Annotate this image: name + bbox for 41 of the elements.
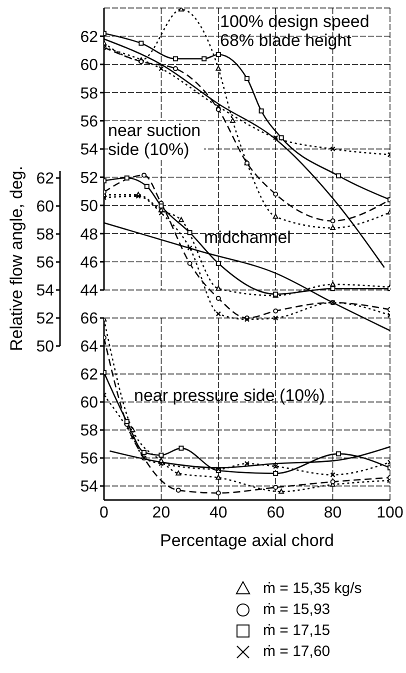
x-tick-label: 20 <box>152 504 170 522</box>
y-tick-label: 64 <box>80 338 98 356</box>
annotation: near suction side (10%) <box>108 121 204 159</box>
annotation: near pressure side (10%) <box>134 386 325 405</box>
y-tick-label: 56 <box>80 450 98 468</box>
y-tick-label: 62 <box>80 28 98 46</box>
legend-label: ṁ = 17,60 <box>263 643 330 660</box>
y-tick-label: 56 <box>80 113 98 130</box>
y-tick-label: 44 <box>80 282 98 300</box>
y-tick-label: 62 <box>36 170 54 188</box>
x-tick-label: 0 <box>100 504 109 522</box>
y-tick-label: 54 <box>36 282 54 300</box>
x-tick-label: 40 <box>210 504 228 522</box>
x-tick-label: 80 <box>324 504 342 522</box>
y-tick-label: 50 <box>36 338 54 356</box>
x-tick-label: 100 <box>376 504 404 522</box>
y-tick-label: 60 <box>80 394 98 412</box>
y-axis-title: Relative flow angle, deg. <box>7 166 26 352</box>
y-tick-label: 66 <box>80 310 98 328</box>
y-tick-label: 46 <box>80 254 98 272</box>
y-tick-label: 58 <box>36 226 54 244</box>
y-tick-label: 58 <box>80 422 98 440</box>
y-tick-label: 54 <box>80 142 98 159</box>
legend-label: ṁ = 15,35 kg/s <box>263 580 362 597</box>
y-tick-label: 48 <box>80 226 98 244</box>
y-tick-label: 62 <box>80 366 98 384</box>
y-tick-label: 56 <box>36 254 54 272</box>
y-tick-label: 52 <box>80 170 98 187</box>
annotation: midchannel <box>204 228 291 247</box>
annotation: 68% blade height <box>220 31 352 50</box>
annotation: 100% design speed <box>220 12 370 31</box>
y-tick-label: 52 <box>36 310 54 328</box>
legend-label: ṁ = 15,93 <box>263 601 330 618</box>
y-tick-label: 50 <box>80 198 98 216</box>
x-tick-label: 60 <box>266 504 285 522</box>
y-tick-label: 58 <box>80 85 98 102</box>
y-tick-label: 60 <box>80 57 98 74</box>
x-axis-title: Percentage axial chord <box>160 531 334 550</box>
legend-label: ṁ = 17,15 <box>263 622 330 639</box>
y-tick-label: 60 <box>36 198 54 216</box>
y-tick-label: 54 <box>80 478 98 496</box>
